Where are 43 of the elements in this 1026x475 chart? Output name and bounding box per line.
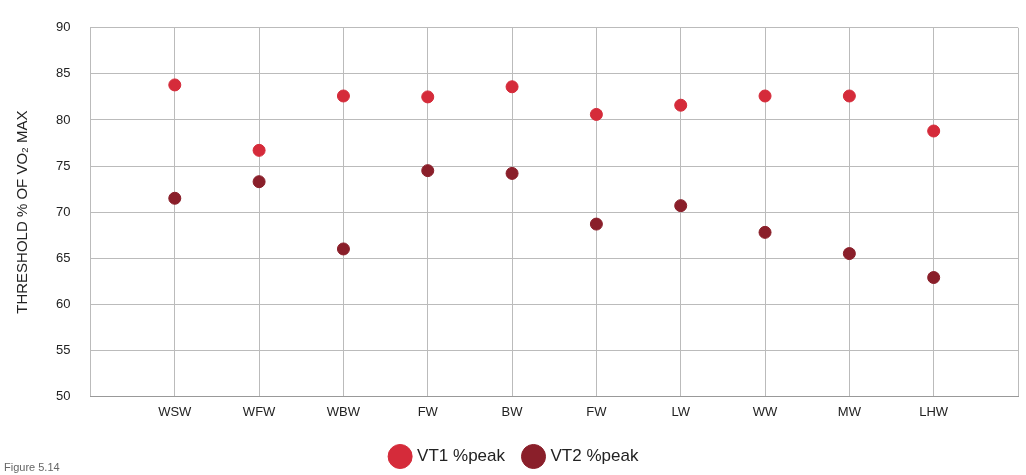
point [674,98,688,112]
y-axis-title: THRESHOLD % OF VO₂ MAX [13,110,31,314]
point [505,166,519,180]
x-tick-label: WFW [242,403,277,419]
x-tick-label: FW [417,403,439,419]
point [758,225,772,239]
point [758,89,772,103]
x-tick-label: WSW [158,403,193,419]
x-tick-label: LHW [919,403,949,419]
caption: Figure 5.14 [4,461,60,473]
point [927,124,941,138]
y-tick-label: 60 [55,295,71,311]
point [421,164,435,178]
y-tick-label: 75 [55,157,71,173]
point [589,217,603,231]
y-tick-label: 55 [55,341,71,357]
point [168,78,182,92]
point [842,89,856,103]
point [252,143,266,157]
x-tick-label: WBW [326,403,361,419]
point [421,90,435,104]
x-tick-label: BW [501,403,524,419]
point [674,199,688,213]
y-tick-label: 85 [55,65,71,81]
point [252,175,266,189]
point [168,191,182,205]
x-tick-label: MW [837,403,862,419]
x-tick-label: WW [752,403,779,419]
point [336,242,350,256]
y-tick-label: 50 [55,387,71,403]
legend-label: VT2 %peak [550,446,639,466]
y-tick-label: 80 [55,111,71,127]
point [505,80,519,94]
point [336,89,350,103]
x-tick-label: LW [671,403,691,419]
y-tick-label: 70 [55,203,71,219]
point [842,247,856,261]
point [927,271,941,285]
legend-label: VT1 %peak [417,446,506,466]
x-tick-label: FW [586,403,608,419]
y-tick-label: 90 [55,19,71,35]
y-tick-label: 65 [55,249,71,265]
point [589,107,603,121]
